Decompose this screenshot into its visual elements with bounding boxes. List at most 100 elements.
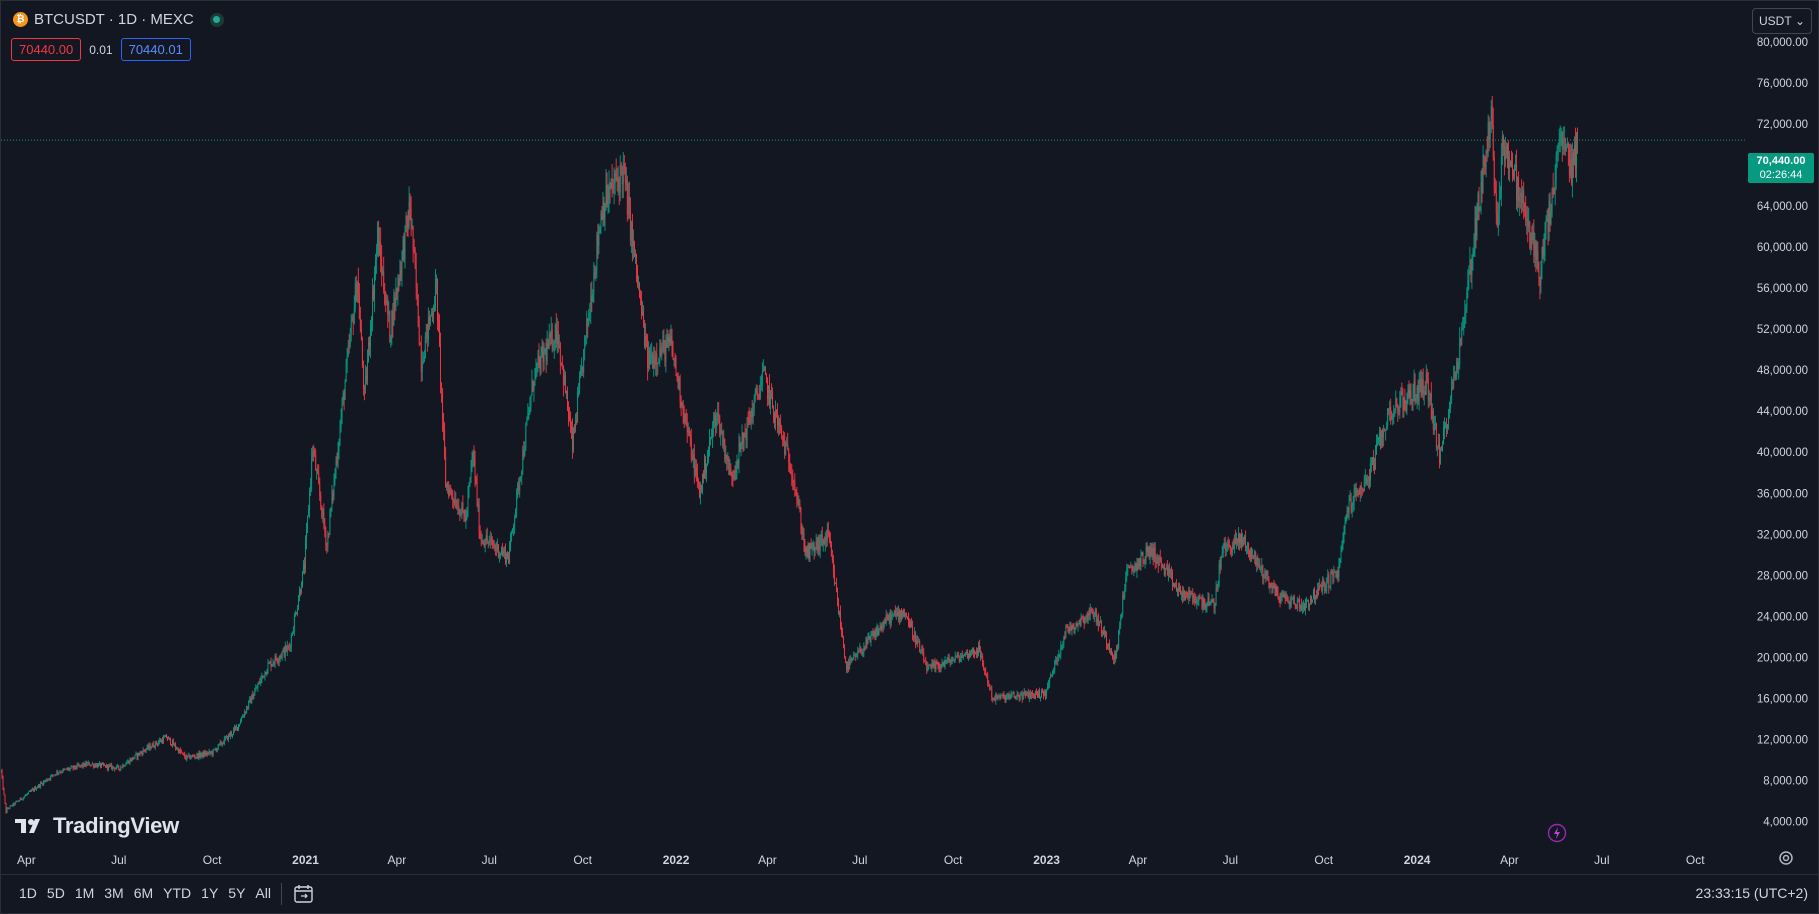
candle-body	[690, 437, 692, 460]
candle-body	[1559, 133, 1561, 145]
range-5y[interactable]: 5Y	[228, 885, 246, 901]
candle-body	[472, 453, 474, 459]
candle-body	[670, 336, 672, 344]
lightning-icon[interactable]	[1547, 823, 1567, 843]
candle-body	[442, 391, 444, 421]
buy-price-button[interactable]: 70440.01	[120, 38, 191, 61]
candle-body	[1577, 132, 1578, 141]
price-tick-label: 12,000.00	[1757, 734, 1808, 746]
candle-body	[391, 311, 393, 337]
candle-body	[706, 465, 707, 474]
candle-body	[1502, 136, 1504, 147]
candle-body	[1057, 658, 1059, 662]
candle-body	[353, 307, 355, 324]
candle-body	[1166, 567, 1168, 576]
candle-body	[1105, 630, 1106, 636]
candle-body	[804, 544, 806, 553]
sell-price-button[interactable]: 70440.00	[11, 38, 82, 61]
candle-body	[1247, 543, 1249, 547]
candle-body	[57, 771, 59, 774]
time-tick-label: Apr	[758, 853, 777, 867]
candle-body	[1230, 549, 1232, 553]
candle-body	[47, 779, 49, 781]
candle-body	[286, 645, 288, 652]
candle-body	[956, 652, 958, 657]
candle-body	[914, 632, 916, 637]
tradingview-brand[interactable]: TradingView	[15, 813, 179, 839]
candle-body	[960, 655, 962, 658]
symbol-title[interactable]: BTCUSDT · 1D · MEXC	[34, 11, 194, 28]
time-tick-label: Jul	[482, 853, 497, 867]
candle-body	[1214, 604, 1216, 609]
candle-body	[1151, 547, 1153, 556]
range-6m[interactable]: 6M	[133, 885, 154, 901]
candle-body	[1275, 586, 1277, 596]
candle-body	[221, 743, 223, 745]
candle-body	[1207, 597, 1209, 602]
candle-body	[883, 621, 885, 628]
candle-body	[962, 655, 964, 658]
candle-body	[1344, 522, 1346, 529]
candle-body	[678, 377, 680, 389]
candle-body	[730, 468, 732, 475]
candle-body	[1135, 563, 1137, 571]
candle-body	[1393, 412, 1395, 417]
candle-body	[1261, 565, 1263, 570]
candle-body	[329, 512, 331, 535]
tradingview-logo-icon	[15, 819, 40, 833]
gear-icon[interactable]	[1777, 849, 1795, 867]
candle-body	[1566, 143, 1568, 147]
candle-body	[59, 772, 61, 773]
candle-body	[691, 459, 693, 460]
candle-body	[1450, 400, 1452, 408]
goto-date-icon[interactable]	[293, 884, 315, 904]
candle-body	[990, 688, 992, 690]
candle-body	[1258, 563, 1260, 567]
candle-body	[554, 324, 556, 343]
candle-body	[1444, 426, 1445, 429]
candle-body	[451, 489, 453, 496]
currency-selector[interactable]: USDT ⌄	[1752, 8, 1812, 34]
candle-body	[599, 228, 601, 233]
range-1d[interactable]: 1D	[19, 885, 37, 901]
range-ytd[interactable]: YTD	[163, 885, 192, 901]
candle-body	[1186, 592, 1188, 594]
candle-body	[302, 570, 303, 588]
candle-body	[1319, 585, 1321, 590]
clock-timezone[interactable]: 23:33:15 (UTC+2)	[1695, 885, 1808, 901]
range-1y[interactable]: 1Y	[201, 885, 219, 901]
candle-body	[1169, 572, 1171, 574]
candle-body	[523, 450, 525, 456]
symbol-header[interactable]: ₿ BTCUSDT · 1D · MEXC	[13, 11, 224, 28]
candle-body	[1413, 380, 1415, 393]
candle-body	[645, 336, 647, 347]
candle-body	[447, 483, 449, 488]
candle-body	[1518, 177, 1520, 202]
candle-body	[1292, 596, 1294, 599]
candle-body	[1251, 547, 1253, 559]
candle-body	[737, 461, 739, 465]
candle-body	[746, 417, 748, 440]
candle-body	[1329, 585, 1331, 588]
candle-body	[757, 394, 759, 396]
candle-body	[649, 349, 651, 365]
candle-body	[1485, 150, 1487, 167]
candle-body	[1209, 603, 1211, 605]
candle-body	[1193, 596, 1195, 603]
candle-body	[1089, 608, 1091, 616]
range-5d[interactable]: 5D	[46, 885, 65, 901]
candle-body	[1545, 221, 1547, 228]
candle-body	[308, 510, 310, 516]
range-all[interactable]: All	[255, 885, 271, 901]
range-3m[interactable]: 3M	[104, 885, 124, 901]
candle-body	[80, 764, 82, 766]
candle-body	[756, 388, 758, 395]
candle-body	[239, 723, 241, 725]
range-1m[interactable]: 1M	[74, 885, 95, 901]
candle-body	[1210, 602, 1212, 604]
candle-body	[605, 184, 607, 208]
candle-body	[90, 764, 92, 766]
candle-body	[576, 421, 578, 423]
candle-body	[298, 590, 300, 600]
